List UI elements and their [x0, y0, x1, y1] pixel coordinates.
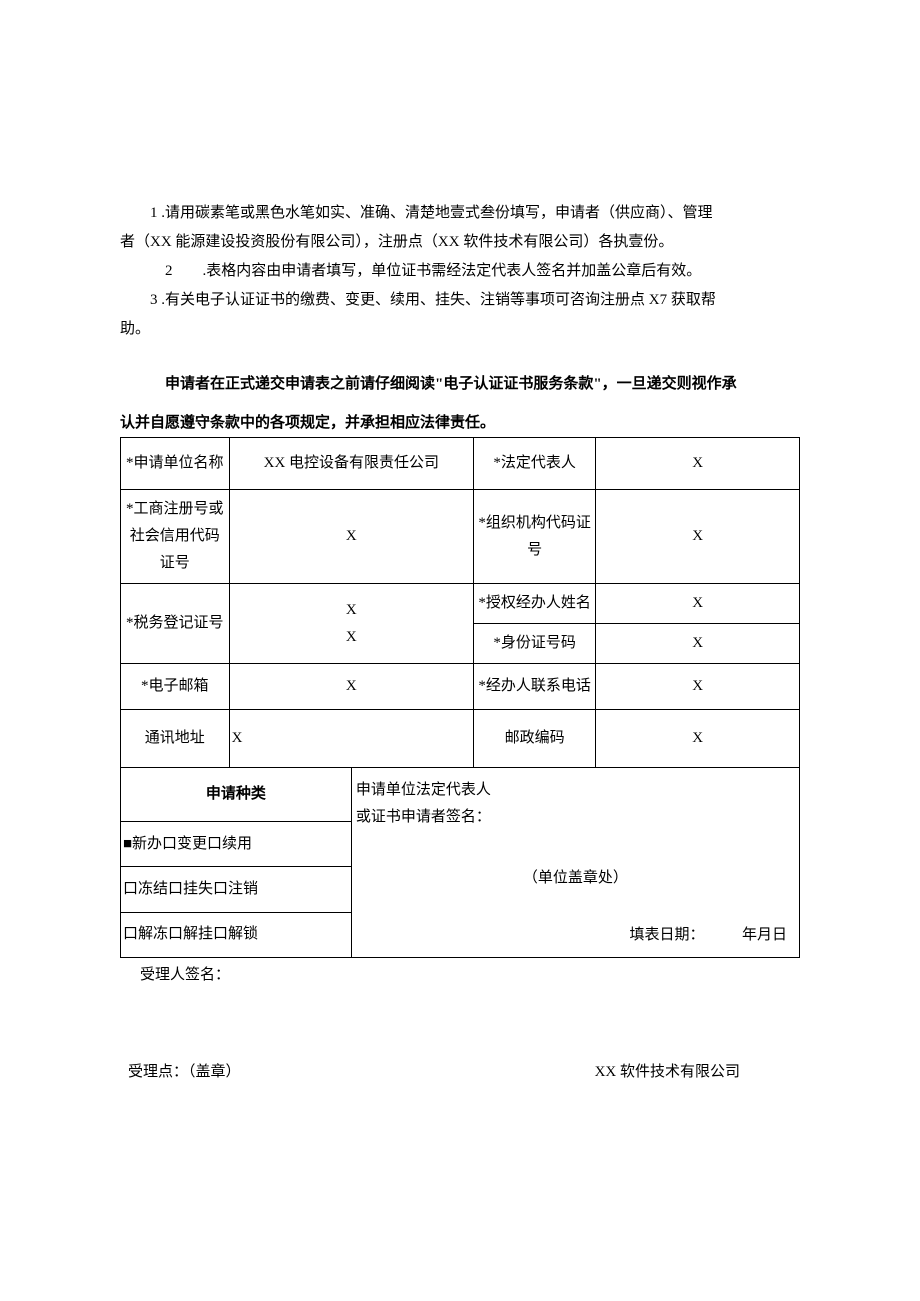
- acceptor-sign: 受理人签名：: [140, 962, 800, 989]
- type-row-2: 口冻结口挂失口注销: [121, 867, 352, 912]
- notice-line2: 认并自愿遵守条款中的各项规定，并承担相应法律责任。: [120, 410, 800, 437]
- value-address: X: [229, 710, 473, 768]
- value-agent-name: X: [596, 584, 800, 624]
- accept-point: 受理点：（盖章）: [128, 1059, 241, 1086]
- application-form: *申请单位名称 XX 电控设备有限责任公司 *法定代表人 X *工商注册号或社会…: [120, 437, 800, 958]
- label-tax-no: *税务登记证号: [121, 584, 230, 664]
- instruction-1a: 1 .请用碳素笔或黑色水笔如实、准确、清楚地壹式叁份填写，申请者（供应商）、管理: [120, 200, 800, 227]
- value-postcode: X: [596, 710, 800, 768]
- value-tax-no: X X: [229, 584, 473, 664]
- value-reg-no: X: [229, 490, 473, 584]
- value-agent-phone: X: [596, 664, 800, 710]
- label-email: *电子邮箱: [121, 664, 230, 710]
- label-id-no: *身份证号码: [474, 624, 596, 664]
- value-id-no: X: [596, 624, 800, 664]
- instruction-2: 2 .表格内容由申请者填写，单位证书需经法定代表人签名并加盖公章后有效。: [120, 258, 800, 285]
- instruction-1b: 者（XX 能源建设投资股份有限公司），注册点（XX 软件技术有限公司）各执壹份。: [120, 229, 800, 256]
- stamp-placeholder: （单位盖章处）: [356, 865, 795, 892]
- fill-date: 填表日期： 年月日: [356, 922, 795, 949]
- value-company-name: XX 电控设备有限责任公司: [229, 438, 473, 490]
- label-agent-phone: *经办人联系电话: [474, 664, 596, 710]
- label-legal-rep: *法定代表人: [474, 438, 596, 490]
- notice-line1: 申请者在正式递交申请表之前请仔细阅读"电子认证证书服务条款"，一旦递交则视作承: [120, 371, 800, 398]
- type-row-3: 口解冻口解挂口解锁: [121, 912, 352, 957]
- instructions-block: 1 .请用碳素笔或黑色水笔如实、准确、清楚地壹式叁份填写，申请者（供应商）、管理…: [120, 200, 800, 343]
- label-org-code: *组织机构代码证号: [474, 490, 596, 584]
- label-postcode: 邮政编码: [474, 710, 596, 768]
- instruction-3b: 助。: [120, 316, 800, 343]
- value-tax-no-l2: X: [234, 624, 469, 651]
- value-org-code: X: [596, 490, 800, 584]
- footer-row: 受理点：（盖章） XX 软件技术有限公司: [128, 1059, 740, 1086]
- label-app-type: 申请种类: [121, 768, 352, 822]
- signature-block: 申请单位法定代表人 或证书申请者签名： （单位盖章处） 填表日期： 年月日: [351, 768, 799, 958]
- sig-label-l2: 或证书申请者签名：: [356, 804, 795, 831]
- value-tax-no-l1: X: [234, 597, 469, 624]
- label-reg-no: *工商注册号或社会信用代码证号: [121, 490, 230, 584]
- type-row-1: ■新办口变更口续用: [121, 821, 352, 866]
- value-legal-rep: X: [596, 438, 800, 490]
- label-company-name: *申请单位名称: [121, 438, 230, 490]
- label-address: 通讯地址: [121, 710, 230, 768]
- label-agent-name: *授权经办人姓名: [474, 584, 596, 624]
- instruction-3a: 3 .有关电子认证证书的缴费、变更、续用、挂失、注销等事项可咨询注册点 X7 获…: [120, 287, 800, 314]
- company-name: XX 软件技术有限公司: [595, 1059, 740, 1086]
- sig-label-l1: 申请单位法定代表人: [356, 777, 795, 804]
- value-email: X: [229, 664, 473, 710]
